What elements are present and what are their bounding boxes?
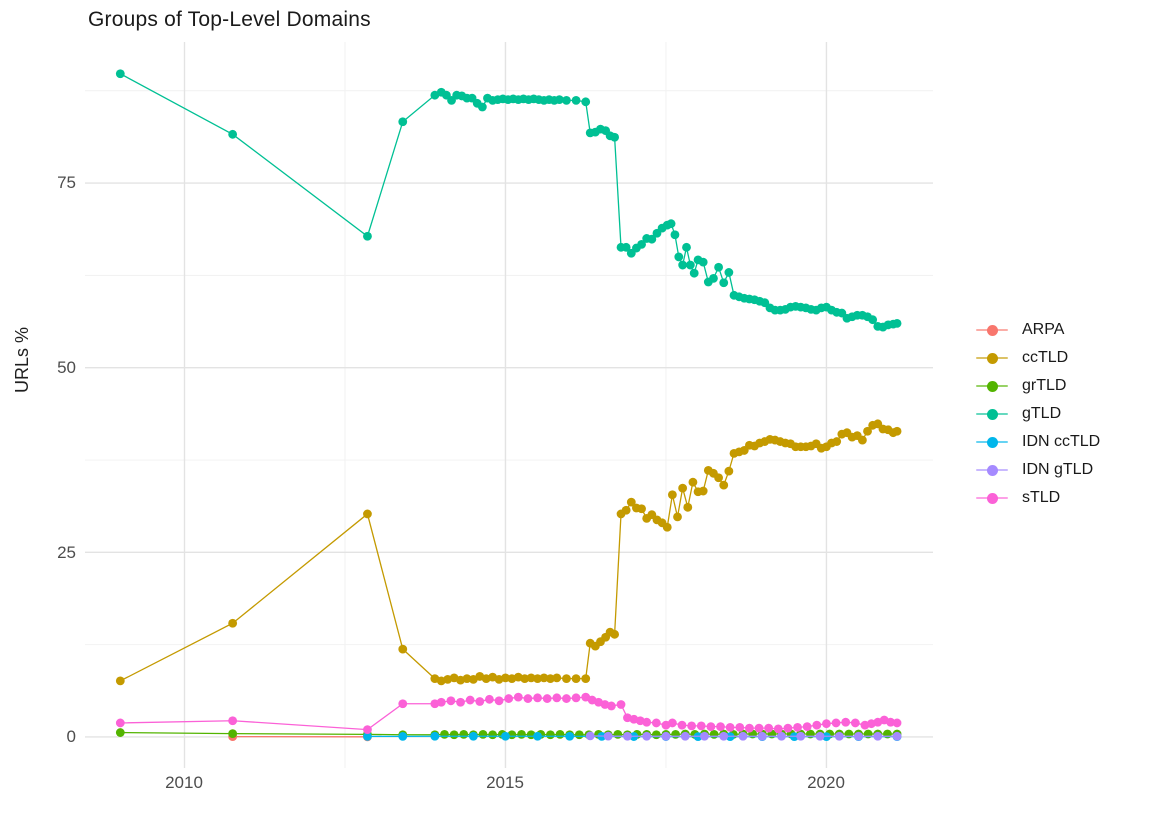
y-tick-label: 75 [57, 173, 76, 192]
legend-label: sTLD [1022, 489, 1061, 506]
legend-item-cctld: ccTLD [976, 349, 1100, 366]
legend-label: ARPA [1022, 321, 1065, 338]
legend-marker-icon [976, 322, 1008, 338]
y-tick-label: 25 [57, 543, 76, 562]
x-tick-label: 2020 [807, 773, 845, 792]
legend-marker-icon [976, 350, 1008, 366]
legend-label: gTLD [1022, 405, 1062, 422]
legend-item-arpa: ARPA [976, 321, 1100, 338]
chart-title: Groups of Top-Level Domains [88, 8, 371, 31]
legend-label: ccTLD [1022, 349, 1069, 366]
legend-item-idn-gtld: IDN gTLD [976, 461, 1100, 478]
legend-item-grtld: grTLD [976, 377, 1100, 394]
x-tick-label: 2010 [165, 773, 203, 792]
legend-marker-icon [976, 406, 1008, 422]
legend-marker-icon [976, 462, 1008, 478]
legend-label: IDN ccTLD [1022, 433, 1101, 450]
legend-item-stld: sTLD [976, 489, 1100, 506]
legend-label: IDN gTLD [1022, 461, 1094, 478]
legend-label: grTLD [1022, 377, 1067, 394]
legend: ARPA ccTLD grTLD gTLD IDN ccTLD IDN gTLD… [976, 321, 1101, 506]
legend-item-gtld: gTLD [976, 405, 1100, 422]
y-tick-label: 0 [66, 727, 76, 746]
legend-marker-icon [976, 434, 1008, 450]
y-tick-label: 50 [57, 358, 76, 377]
legend-marker-icon [976, 378, 1008, 394]
legend-marker-icon [976, 490, 1008, 506]
legend-item-idn-cctld: IDN ccTLD [976, 433, 1101, 450]
x-tick-label: 2015 [486, 773, 524, 792]
